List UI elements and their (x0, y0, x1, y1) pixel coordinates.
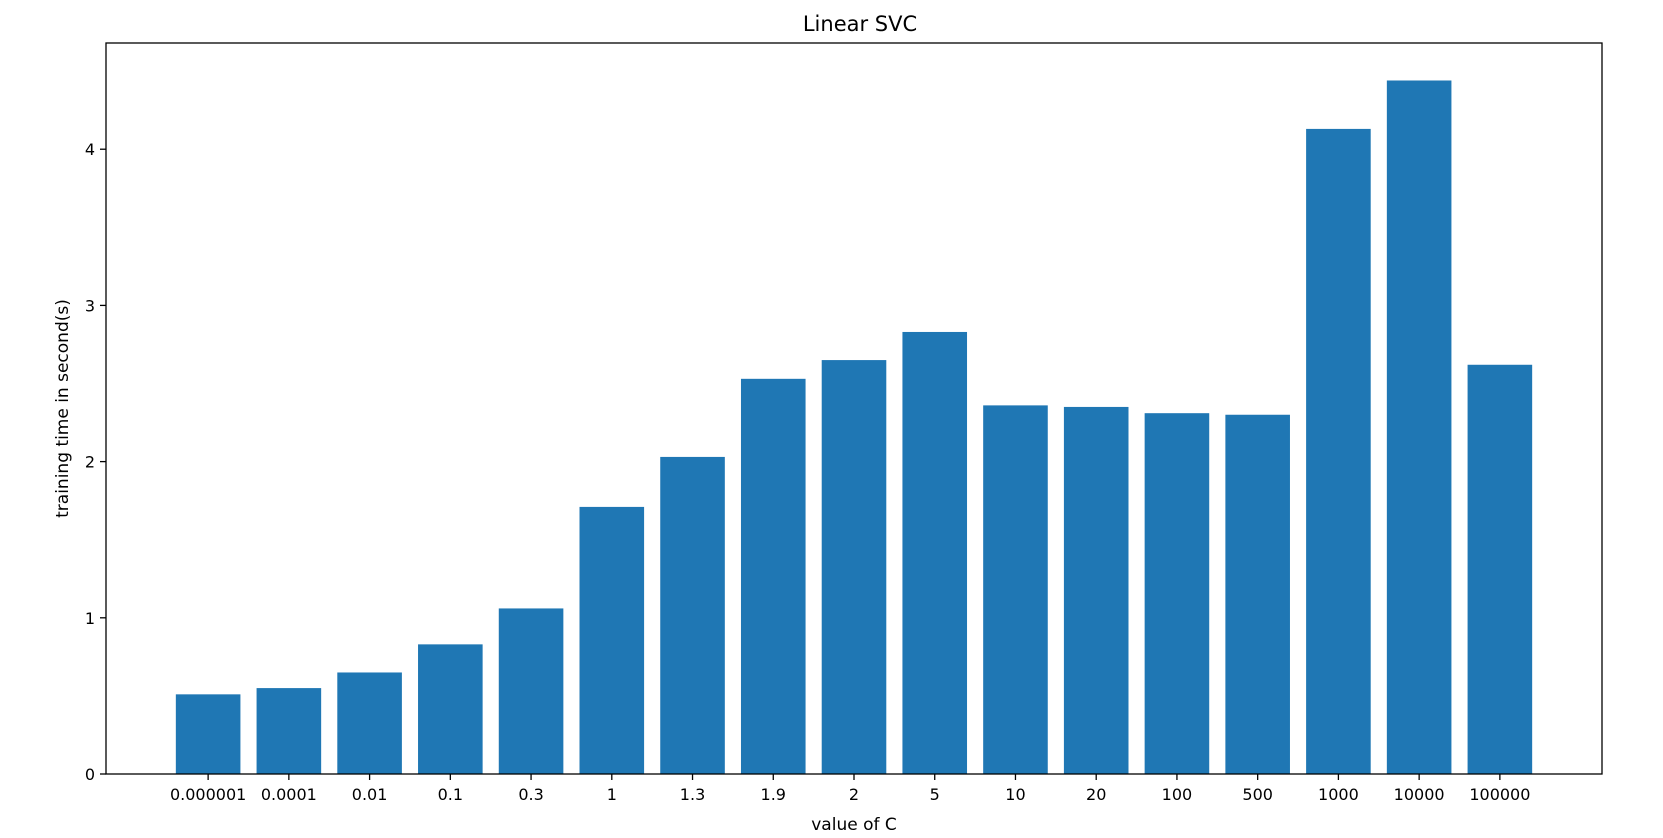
bar-1 (579, 506, 645, 774)
bar-20 (1063, 406, 1129, 774)
x-tick-label: 100 (1162, 785, 1193, 804)
x-tick-label: 0.3 (518, 785, 543, 804)
chart-title: Linear SVC (803, 12, 917, 36)
x-tick-label: 2 (849, 785, 859, 804)
bar-2 (821, 360, 887, 774)
x-tick-label: 0.1 (438, 785, 463, 804)
x-axis-ticks: 0.000001 0.0001 0.01 0.1 0.3 1 1.3 1.9 2 5 10 20 100… (170, 774, 1530, 804)
bar-0.1 (418, 644, 483, 774)
y-tick-label: 0 (85, 765, 95, 784)
bar-10 (983, 405, 1048, 774)
bar-0.3 (498, 608, 564, 774)
y-tick-label: 3 (85, 296, 95, 315)
x-tick-label: 100000 (1469, 785, 1530, 804)
x-tick-label: 5 (930, 785, 940, 804)
bar-100000 (1467, 364, 1533, 774)
x-tick-label: 1.9 (761, 785, 786, 804)
x-tick-label: 1 (607, 785, 617, 804)
x-tick-label: 10000 (1394, 785, 1445, 804)
y-axis-ticks: 0 1 2 3 4 (85, 140, 106, 784)
x-tick-label: 1.3 (680, 785, 705, 804)
bar-1000 (1306, 128, 1371, 774)
bar-0.0001 (256, 688, 322, 774)
x-tick-label: 500 (1242, 785, 1273, 804)
x-tick-label: 10 (1005, 785, 1025, 804)
x-tick-label: 0.01 (352, 785, 388, 804)
x-tick-label: 0.0001 (261, 785, 317, 804)
y-tick-label: 1 (85, 609, 95, 628)
x-tick-label: 1000 (1318, 785, 1359, 804)
y-tick-label: 4 (85, 140, 95, 159)
y-axis-label: training time in second(s) (53, 299, 73, 518)
bars-group (175, 80, 1533, 774)
bar-0.000001 (175, 694, 241, 774)
bar-1.3 (660, 456, 725, 774)
bar-10000 (1386, 80, 1452, 774)
x-axis-label: value of C (811, 815, 897, 835)
plot-frame (105, 42, 1603, 775)
x-tick-label: 0.000001 (170, 785, 246, 804)
bar-500 (1225, 414, 1290, 774)
bar-100 (1144, 413, 1210, 774)
y-tick-label: 2 (85, 453, 95, 472)
bar-0.01 (337, 672, 402, 774)
bar-1.9 (740, 378, 806, 774)
x-tick-label: 20 (1086, 785, 1106, 804)
bar-5 (902, 331, 968, 774)
